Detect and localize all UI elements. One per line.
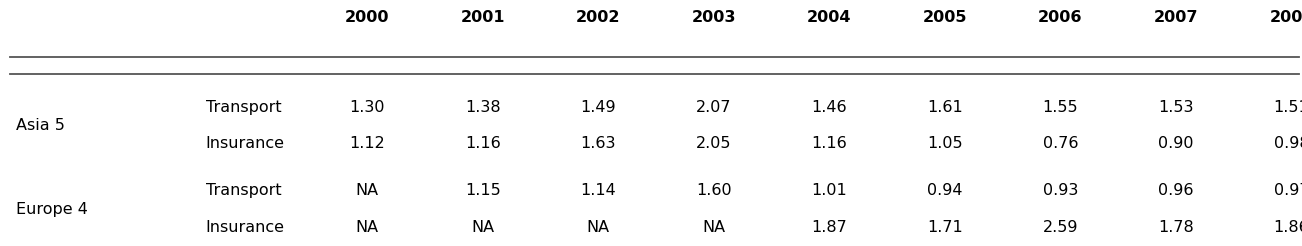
- Text: 1.46: 1.46: [811, 100, 848, 114]
- Text: 1.60: 1.60: [697, 183, 732, 198]
- Text: NA: NA: [587, 220, 609, 235]
- Text: 2003: 2003: [691, 10, 736, 25]
- Text: 2005: 2005: [923, 10, 967, 25]
- Text: 1.14: 1.14: [581, 183, 616, 198]
- Text: 2.05: 2.05: [697, 137, 732, 151]
- Text: 1.16: 1.16: [465, 137, 500, 151]
- Text: 0.94: 0.94: [927, 183, 962, 198]
- Text: NA: NA: [355, 183, 379, 198]
- Text: 1.12: 1.12: [349, 137, 385, 151]
- Text: Insurance: Insurance: [206, 220, 285, 235]
- Text: 1.49: 1.49: [581, 100, 616, 114]
- Text: 1.71: 1.71: [927, 220, 962, 235]
- Text: 1.87: 1.87: [811, 220, 848, 235]
- Text: Insurance: Insurance: [206, 137, 285, 151]
- Text: Europe 4: Europe 4: [16, 202, 87, 216]
- Text: 2.59: 2.59: [1043, 220, 1078, 235]
- Text: 2.07: 2.07: [697, 100, 732, 114]
- Text: 1.53: 1.53: [1159, 100, 1194, 114]
- Text: 0.76: 0.76: [1043, 137, 1078, 151]
- Text: 1.05: 1.05: [927, 137, 962, 151]
- Text: 2004: 2004: [807, 10, 852, 25]
- Text: 0.93: 0.93: [1043, 183, 1078, 198]
- Text: 0.90: 0.90: [1159, 137, 1194, 151]
- Text: 2000: 2000: [345, 10, 389, 25]
- Text: NA: NA: [471, 220, 495, 235]
- Text: 1.16: 1.16: [811, 137, 848, 151]
- Text: 1.30: 1.30: [349, 100, 385, 114]
- Text: 1.51: 1.51: [1273, 100, 1302, 114]
- Text: 1.61: 1.61: [927, 100, 962, 114]
- Text: 1.86: 1.86: [1273, 220, 1302, 235]
- Text: 2006: 2006: [1038, 10, 1083, 25]
- Text: 1.55: 1.55: [1043, 100, 1078, 114]
- Text: NA: NA: [702, 220, 725, 235]
- Text: 1.38: 1.38: [465, 100, 500, 114]
- Text: Asia 5: Asia 5: [16, 118, 65, 133]
- Text: 1.15: 1.15: [465, 183, 500, 198]
- Text: Transport: Transport: [206, 183, 281, 198]
- Text: Transport: Transport: [206, 100, 281, 114]
- Text: 0.96: 0.96: [1159, 183, 1194, 198]
- Text: 1.01: 1.01: [811, 183, 848, 198]
- Text: NA: NA: [355, 220, 379, 235]
- Text: 2007: 2007: [1154, 10, 1198, 25]
- Text: 1.78: 1.78: [1159, 220, 1194, 235]
- Text: 1.63: 1.63: [581, 137, 616, 151]
- Text: 2001: 2001: [461, 10, 505, 25]
- Text: 0.97: 0.97: [1273, 183, 1302, 198]
- Text: 2008: 2008: [1269, 10, 1302, 25]
- Text: 2002: 2002: [575, 10, 621, 25]
- Text: 0.98: 0.98: [1273, 137, 1302, 151]
